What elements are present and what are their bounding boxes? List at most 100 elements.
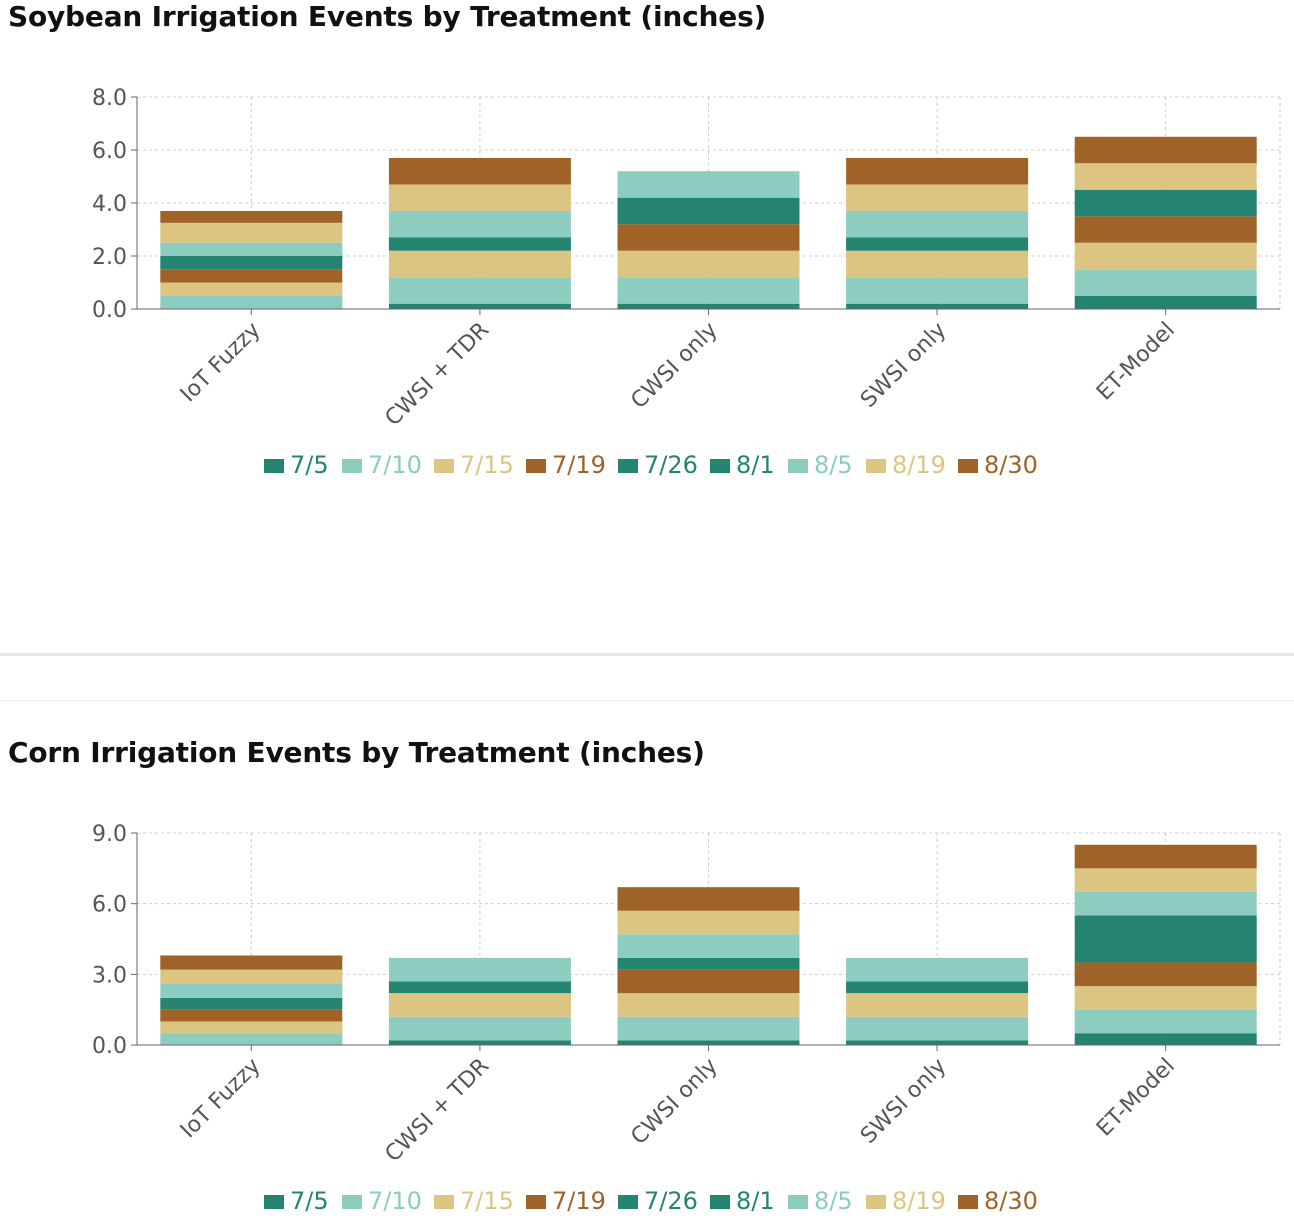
soybean-bar-segment bbox=[1074, 136, 1257, 164]
soybean-bar-segment bbox=[846, 303, 1029, 309]
corn-ytick-label: 6.0 bbox=[92, 893, 127, 918]
corn-legend-label: 8/1 bbox=[736, 1187, 775, 1215]
soybean-legend-swatch bbox=[618, 459, 638, 473]
soybean-bar-segment bbox=[617, 303, 800, 309]
corn-legend-label: 8/5 bbox=[814, 1187, 853, 1215]
soybean-bar-segment bbox=[160, 295, 343, 309]
soybean-legend-swatch bbox=[264, 459, 284, 473]
corn-legend-swatch bbox=[866, 1195, 886, 1209]
soybean-legend-swatch bbox=[434, 459, 454, 473]
soybean-bar-segment bbox=[160, 210, 343, 223]
corn-bar-segment bbox=[617, 887, 800, 911]
soybean-bar-segment bbox=[1074, 269, 1257, 296]
corn-legend-label: 7/19 bbox=[552, 1187, 606, 1215]
corn-chart-title: Corn Irrigation Events by Treatment (inc… bbox=[8, 736, 705, 769]
soybean-bar-segment bbox=[160, 269, 343, 283]
corn-legend-label: 7/5 bbox=[290, 1187, 329, 1215]
soybean-bar-segment bbox=[846, 277, 1029, 304]
corn-bar-segment bbox=[160, 1033, 343, 1045]
corn-xtick-label: SWSI only bbox=[856, 1054, 951, 1149]
soybean-legend-label: 8/1 bbox=[736, 451, 775, 479]
corn-bar-segment bbox=[1074, 1033, 1257, 1045]
corn-legend-label: 7/15 bbox=[460, 1187, 514, 1215]
corn-bar-segment bbox=[1074, 891, 1257, 916]
corn-ytick-label: 0.0 bbox=[92, 1034, 127, 1059]
soybean-bar-segment bbox=[846, 237, 1029, 251]
soybean-bar-segment bbox=[617, 197, 800, 225]
corn-ytick-label: 3.0 bbox=[92, 963, 127, 988]
corn-bar-segment bbox=[617, 1040, 800, 1045]
soybean-bar-segment bbox=[617, 171, 800, 198]
soybean-bar-segment bbox=[846, 157, 1029, 185]
soybean-legend-label: 7/19 bbox=[552, 451, 606, 479]
soybean-bar-segment bbox=[1074, 189, 1257, 217]
corn-bar-segment bbox=[846, 993, 1029, 1017]
soybean-legend-swatch bbox=[866, 459, 886, 473]
soybean-legend-label: 8/19 bbox=[892, 451, 946, 479]
soybean-bar-segment bbox=[388, 157, 571, 185]
section-divider bbox=[0, 653, 1294, 656]
soybean-xtick-label: SWSI only bbox=[856, 318, 951, 413]
corn-bar-segment bbox=[160, 969, 343, 984]
corn-bar-segment bbox=[160, 1021, 343, 1034]
corn-bar-segment bbox=[388, 981, 571, 994]
soybean-legend-label: 7/5 bbox=[290, 451, 329, 479]
soybean-legend-label: 7/10 bbox=[368, 451, 422, 479]
soybean-legend-swatch bbox=[342, 459, 362, 473]
corn-xtick-label: IoT Fuzzy bbox=[176, 1054, 266, 1144]
soybean-bar-segment bbox=[160, 242, 343, 256]
corn-bar-segment bbox=[846, 1016, 1029, 1041]
corn-bar-segment bbox=[1074, 868, 1257, 892]
corn-chart: 0.0 3.0 6.0 9.0 IoT Fuzzy CWSI + TDR CWSI only… bbox=[92, 822, 1281, 1215]
section-divider-line bbox=[0, 700, 1294, 701]
soybean-bar-segment bbox=[388, 237, 571, 251]
corn-bar-segment bbox=[846, 981, 1029, 994]
corn-bar-segment bbox=[617, 910, 800, 935]
soybean-bar-segment bbox=[1074, 242, 1257, 270]
soybean-ytick-label: 6.0 bbox=[92, 139, 127, 164]
corn-legend-label: 7/10 bbox=[368, 1187, 422, 1215]
corn-legend-swatch bbox=[710, 1195, 730, 1209]
corn-bar-segment bbox=[388, 993, 571, 1017]
soybean-chart-title: Soybean Irrigation Events by Treatment (… bbox=[8, 0, 767, 33]
soybean-xtick-label: IoT Fuzzy bbox=[176, 318, 266, 408]
corn-xtick-label: ET-Model bbox=[1092, 1054, 1180, 1142]
soybean-legend-swatch bbox=[710, 459, 730, 473]
soybean-xtick-label: ET-Model bbox=[1092, 318, 1180, 406]
soybean-ytick-label: 8.0 bbox=[92, 86, 127, 111]
soybean-legend-label: 8/5 bbox=[814, 451, 853, 479]
corn-bar-segment bbox=[160, 955, 343, 970]
corn-bar-segment bbox=[617, 957, 800, 970]
corn-bar-segment bbox=[1074, 915, 1257, 939]
corn-legend-swatch bbox=[958, 1195, 978, 1209]
soybean-bar-segment bbox=[388, 277, 571, 304]
soybean-legend-swatch bbox=[788, 459, 808, 473]
soybean-bar-segment bbox=[160, 256, 343, 270]
corn-legend-label: 8/30 bbox=[984, 1187, 1038, 1215]
soybean-xtick-label: CWSI + TDR bbox=[381, 318, 495, 432]
corn-bar-segment bbox=[388, 1040, 571, 1045]
soybean-bar-segment bbox=[388, 210, 571, 238]
corn-xtick-label: CWSI + TDR bbox=[381, 1054, 495, 1168]
soybean-bar-segment bbox=[846, 250, 1029, 278]
corn-bar-segment bbox=[160, 1009, 343, 1022]
corn-legend-label: 7/26 bbox=[644, 1187, 698, 1215]
soybean-ytick-label: 2.0 bbox=[92, 245, 127, 270]
corn-legend-swatch bbox=[526, 1195, 546, 1209]
soybean-legend-label: 7/26 bbox=[644, 451, 698, 479]
soybean-ytick-label: 4.0 bbox=[92, 192, 127, 217]
corn-bar-segment bbox=[846, 1040, 1029, 1045]
soybean-bar-segment bbox=[160, 222, 343, 243]
soybean-bar-segment bbox=[1074, 163, 1257, 190]
corn-bar-segment bbox=[160, 983, 343, 998]
soybean-ytick-label: 0.0 bbox=[92, 298, 127, 323]
corn-bar-segment bbox=[1074, 1009, 1257, 1034]
corn-bar-segment bbox=[1074, 986, 1257, 1010]
corn-legend-swatch bbox=[264, 1195, 284, 1209]
soybean-legend-label: 8/30 bbox=[984, 451, 1038, 479]
soybean-bar-segment bbox=[846, 210, 1029, 238]
corn-bar-segment bbox=[160, 997, 343, 1010]
soybean-bar-segment bbox=[617, 277, 800, 304]
soybean-legend-swatch bbox=[526, 459, 546, 473]
corn-bar-segment bbox=[617, 993, 800, 1017]
